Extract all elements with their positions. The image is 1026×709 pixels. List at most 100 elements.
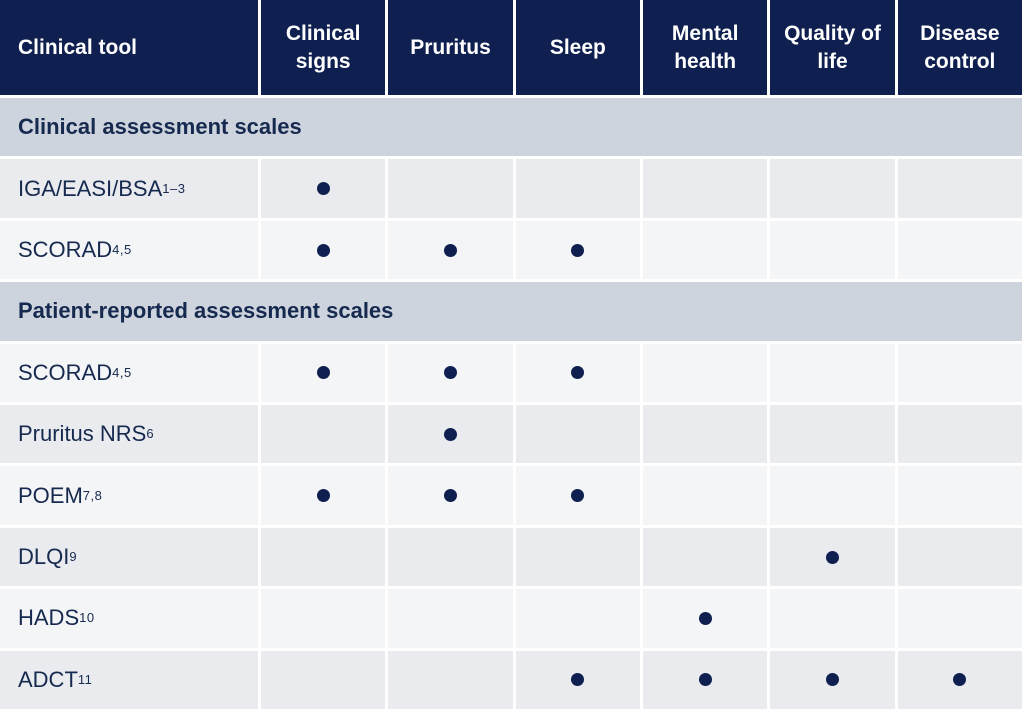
table-header-row: Clinical tool Clinical signs Pruritus Sleep… — [0, 0, 1022, 95]
table-row-scorad: SCORAD 4,5 — [0, 220, 1022, 280]
tool-name: DLQI — [18, 544, 70, 570]
dot-marker-icon — [443, 489, 457, 503]
tool-name-cell: DLQI 9 — [0, 527, 258, 587]
tool-name: IGA/EASI/BSA — [18, 175, 163, 201]
tool-name-cell: POEM 7,8 — [0, 466, 258, 525]
mark-cell-disease-control — [897, 466, 1022, 525]
mark-cell-quality-of-life — [770, 650, 895, 709]
section-header-row: Clinical assessment scales — [0, 98, 1022, 157]
tool-name: HADS — [18, 605, 80, 631]
mark-cell-mental-health — [643, 589, 768, 648]
column-header-quality-of-life: Quality of life — [770, 0, 895, 95]
mark-cell-quality-of-life — [770, 589, 895, 648]
dot-marker-icon — [571, 489, 585, 503]
tool-name-cell: SCORAD 4,5 — [0, 220, 258, 280]
mark-cell-pruritus — [388, 589, 513, 648]
mark-cell-mental-health — [643, 159, 768, 218]
mark-cell-mental-health — [643, 466, 768, 525]
mark-cell-pruritus — [388, 159, 513, 218]
mark-cell-disease-control — [897, 220, 1022, 280]
section-title: Clinical assessment scales — [18, 114, 302, 140]
tool-name: SCORAD — [18, 237, 113, 263]
tool-name: POEM — [18, 482, 83, 508]
tool-name: Pruritus NRS — [18, 421, 147, 447]
table-row-dlqi: DLQI 9 — [0, 527, 1022, 587]
table-row-scorad: SCORAD 4,5 — [0, 343, 1022, 403]
mark-cell-mental-health — [643, 527, 768, 587]
mark-cell-sleep — [515, 343, 640, 403]
table-row-hads: HADS 10 — [0, 589, 1022, 648]
table-row-adct: ADCT 11 — [0, 650, 1022, 709]
column-header-clinical-tool: Clinical tool — [0, 0, 258, 95]
column-header-clinical-signs: Clinical signs — [261, 0, 386, 95]
dot-marker-icon — [316, 489, 330, 503]
mark-cell-disease-control — [897, 159, 1022, 218]
mark-cell-quality-of-life — [770, 343, 895, 403]
tool-name-cell: ADCT 11 — [0, 650, 258, 709]
tool-name: ADCT — [18, 666, 78, 692]
dot-marker-icon — [825, 673, 839, 687]
table-row-iga-easi-bsa: IGA/EASI/BSA 1–3 — [0, 159, 1022, 218]
mark-cell-sleep — [515, 650, 640, 709]
mark-cell-sleep — [515, 527, 640, 587]
column-header-sleep: Sleep — [515, 0, 640, 95]
section-header-row: Patient-reported assessment scales — [0, 282, 1022, 341]
mark-cell-mental-health — [643, 220, 768, 280]
mark-cell-disease-control — [897, 527, 1022, 587]
dot-marker-icon — [698, 611, 712, 625]
mark-cell-sleep — [515, 589, 640, 648]
table-row-pruritus-nrs: Pruritus NRS 6 — [0, 405, 1022, 464]
mark-cell-pruritus — [388, 466, 513, 525]
mark-cell-clinical-signs — [261, 527, 386, 587]
tool-name-cell: SCORAD 4,5 — [0, 343, 258, 403]
mark-cell-disease-control — [897, 589, 1022, 648]
mark-cell-disease-control — [897, 343, 1022, 403]
dot-marker-icon — [698, 673, 712, 687]
table-row-poem: POEM 7,8 — [0, 466, 1022, 525]
mark-cell-pruritus — [388, 527, 513, 587]
dot-marker-icon — [825, 550, 839, 564]
mark-cell-clinical-signs — [261, 466, 386, 525]
dot-marker-icon — [443, 243, 457, 257]
mark-cell-clinical-signs — [261, 589, 386, 648]
mark-cell-mental-health — [643, 343, 768, 403]
mark-cell-mental-health — [643, 405, 768, 464]
tool-name-cell: IGA/EASI/BSA 1–3 — [0, 159, 258, 218]
dot-marker-icon — [571, 243, 585, 257]
mark-cell-clinical-signs — [261, 159, 386, 218]
mark-cell-quality-of-life — [770, 466, 895, 525]
mark-cell-sleep — [515, 405, 640, 464]
tool-name-cell: HADS 10 — [0, 589, 258, 648]
tool-name-cell: Pruritus NRS 6 — [0, 405, 258, 464]
mark-cell-clinical-signs — [261, 405, 386, 464]
mark-cell-sleep — [515, 466, 640, 525]
mark-cell-clinical-signs — [261, 220, 386, 280]
section-title: Patient-reported assessment scales — [18, 298, 394, 324]
dot-marker-icon — [316, 243, 330, 257]
mark-cell-sleep — [515, 159, 640, 218]
mark-cell-pruritus — [388, 650, 513, 709]
mark-cell-clinical-signs — [261, 650, 386, 709]
mark-cell-mental-health — [643, 650, 768, 709]
mark-cell-disease-control — [897, 650, 1022, 709]
mark-cell-pruritus — [388, 220, 513, 280]
dot-marker-icon — [316, 182, 330, 196]
dot-marker-icon — [443, 366, 457, 380]
dot-marker-icon — [316, 366, 330, 380]
column-header-mental-health: Mental health — [643, 0, 768, 95]
dot-marker-icon — [571, 366, 585, 380]
mark-cell-quality-of-life — [770, 527, 895, 587]
dot-marker-icon — [571, 673, 585, 687]
column-header-pruritus: Pruritus — [388, 0, 513, 95]
column-header-disease-control: Disease control — [897, 0, 1022, 95]
dot-marker-icon — [443, 427, 457, 441]
mark-cell-sleep — [515, 220, 640, 280]
mark-cell-quality-of-life — [770, 159, 895, 218]
dot-marker-icon — [953, 673, 967, 687]
mark-cell-disease-control — [897, 405, 1022, 464]
mark-cell-clinical-signs — [261, 343, 386, 403]
mark-cell-pruritus — [388, 405, 513, 464]
tool-name: SCORAD — [18, 359, 113, 385]
mark-cell-quality-of-life — [770, 220, 895, 280]
